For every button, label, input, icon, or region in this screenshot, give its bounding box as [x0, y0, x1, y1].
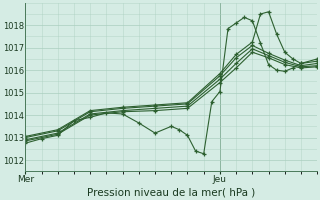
- X-axis label: Pression niveau de la mer( hPa ): Pression niveau de la mer( hPa ): [87, 187, 255, 197]
